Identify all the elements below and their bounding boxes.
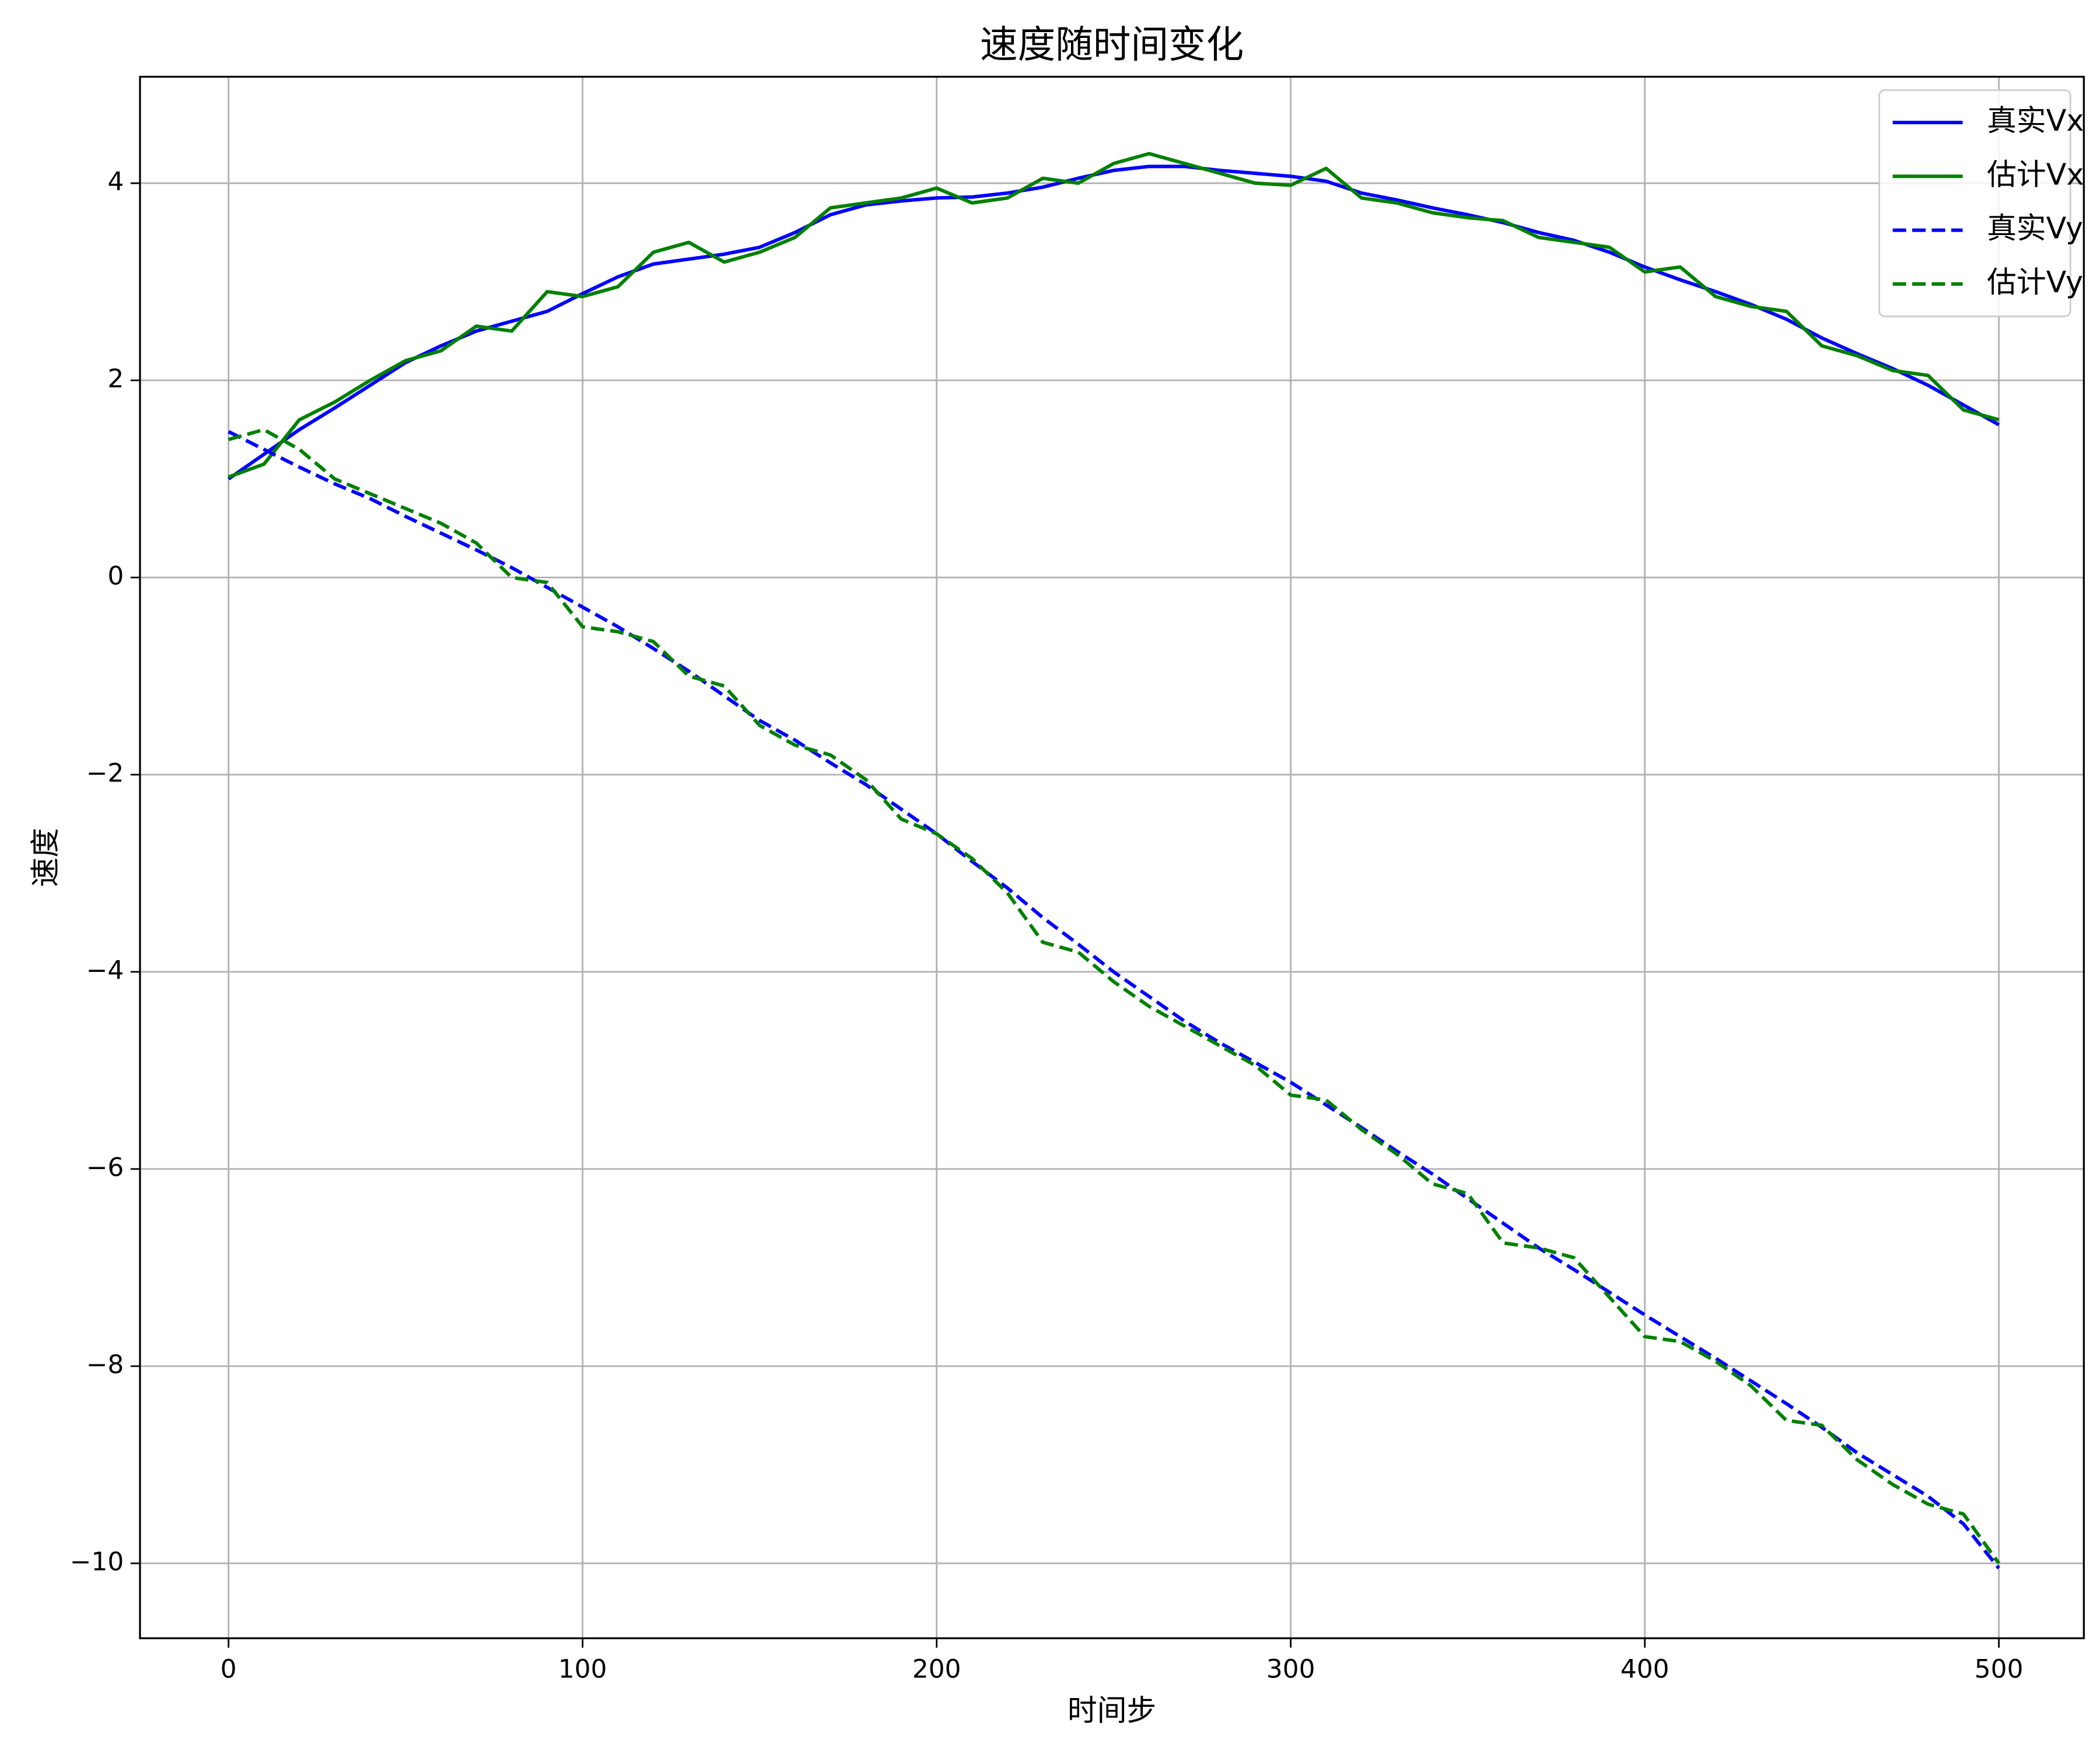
legend-label: 估计Vx bbox=[1987, 157, 2084, 191]
y-tick-label: −2 bbox=[86, 758, 124, 788]
y-tick-label: 2 bbox=[107, 364, 124, 394]
series-line bbox=[228, 152, 2000, 479]
series-line bbox=[228, 164, 2000, 481]
x-tick-label: 300 bbox=[1266, 1654, 1315, 1684]
y-tick-label: −4 bbox=[86, 956, 124, 985]
x-tick-label: 400 bbox=[1620, 1654, 1670, 1684]
legend-label: 估计Vy bbox=[1987, 265, 2083, 299]
x-axis-label: 时间步 bbox=[1068, 1693, 1156, 1727]
legend: 真实Vx 估计Vx 真实Vy 估计Vy bbox=[1878, 89, 2084, 317]
legend-label: 真实Vy bbox=[1987, 211, 2083, 246]
x-tick-label: 100 bbox=[558, 1654, 607, 1684]
y-tick-label: 4 bbox=[107, 167, 124, 197]
y-tick-label: −8 bbox=[86, 1350, 124, 1380]
x-tick-label: 0 bbox=[220, 1654, 237, 1684]
y-axis-label: 速度 bbox=[28, 828, 62, 887]
y-tick-label: −10 bbox=[70, 1547, 124, 1577]
y-tick-label: 0 bbox=[107, 561, 124, 591]
legend-frame bbox=[1878, 89, 2071, 317]
x-tick-label: 200 bbox=[912, 1654, 961, 1684]
plot-frame bbox=[139, 75, 2085, 1640]
legend-label: 真实Vx bbox=[1987, 103, 2084, 138]
x-tick-label: 500 bbox=[1975, 1654, 2024, 1684]
series-line bbox=[228, 430, 2000, 1570]
series-line bbox=[228, 428, 2001, 1564]
chart-title: 速度随时间变化 bbox=[980, 23, 1244, 66]
y-tick-label: −6 bbox=[86, 1153, 124, 1182]
